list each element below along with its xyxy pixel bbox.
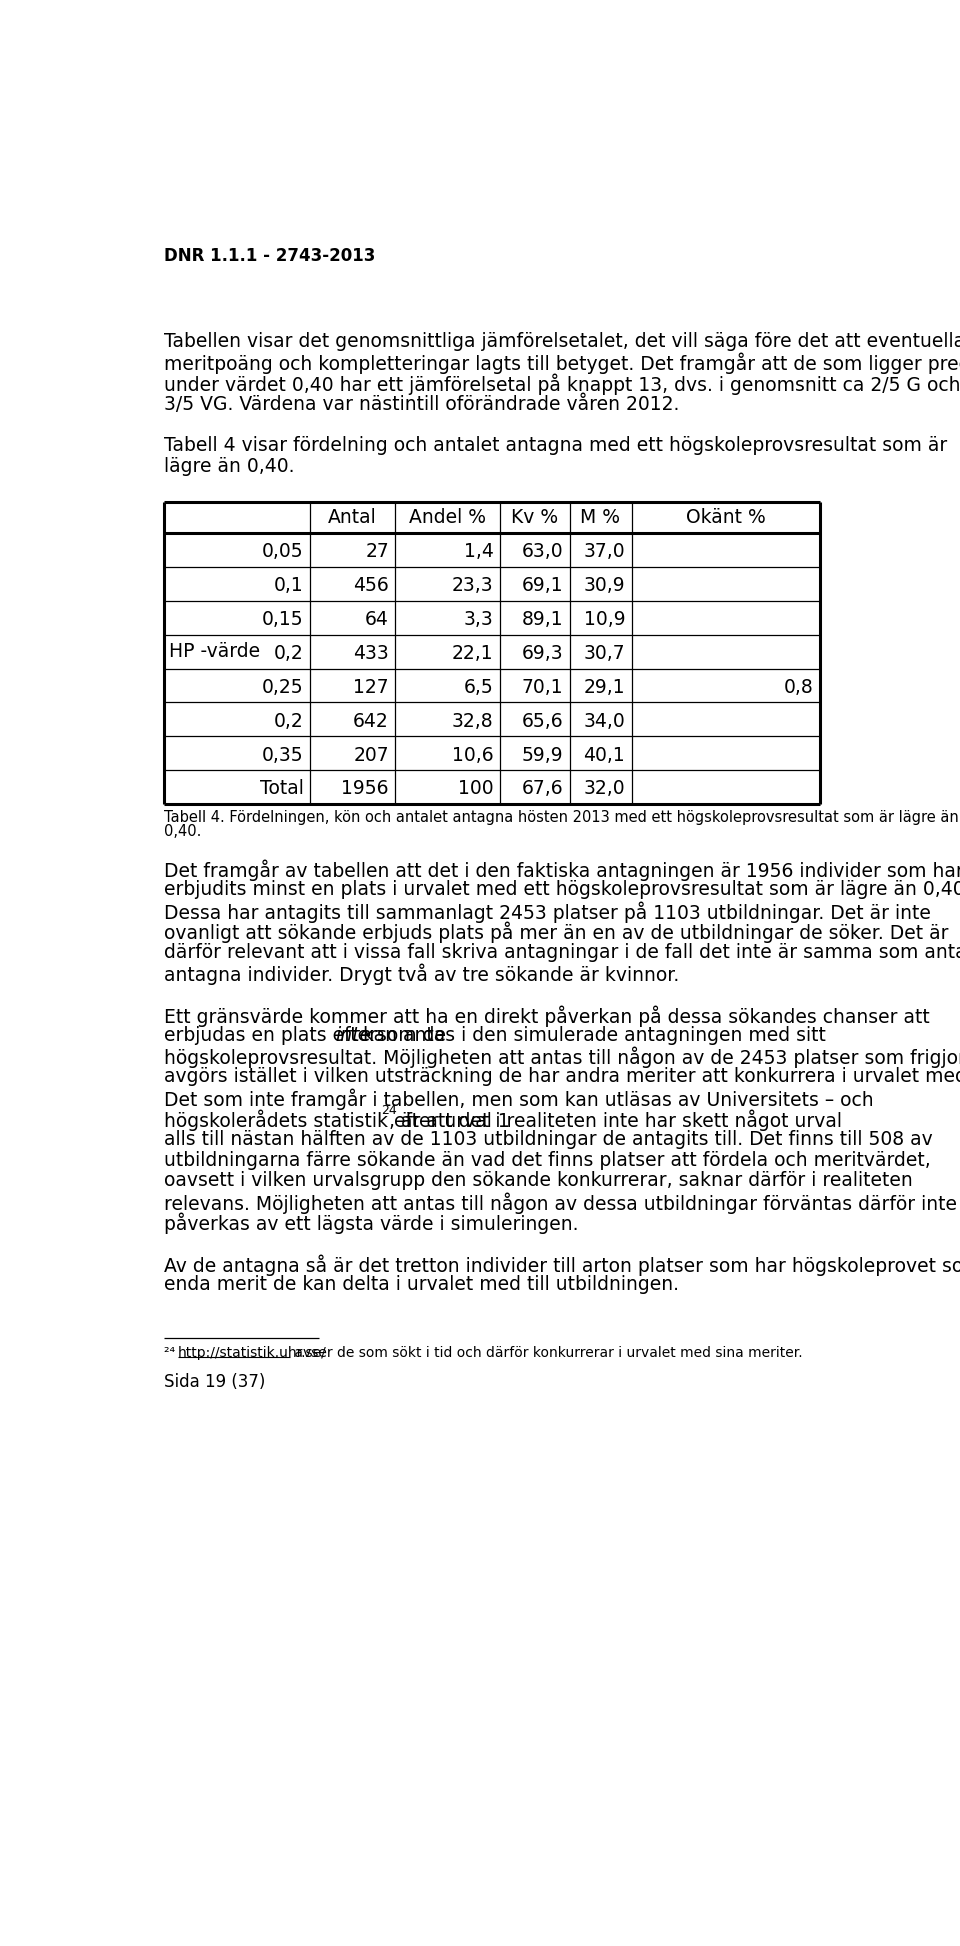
Text: 10,9: 10,9 xyxy=(584,609,625,629)
Text: 6,5: 6,5 xyxy=(464,677,493,697)
Text: relevans. Möjligheten att antas till någon av dessa utbildningar förväntas därfö: relevans. Möjligheten att antas till någ… xyxy=(164,1193,957,1214)
Text: 24: 24 xyxy=(380,1103,396,1117)
Text: 0,15: 0,15 xyxy=(262,609,303,629)
Text: erbjudits minst en plats i urvalet med ett högskoleprovsresultat som är lägre än: erbjudits minst en plats i urvalet med e… xyxy=(164,880,960,899)
Text: 32,0: 32,0 xyxy=(584,780,625,798)
Text: 64: 64 xyxy=(365,609,389,629)
Text: 69,1: 69,1 xyxy=(521,576,564,595)
Text: erbjudas en plats eftersom de: erbjudas en plats eftersom de xyxy=(164,1026,452,1045)
Text: 0,05: 0,05 xyxy=(262,543,303,560)
Text: 0,35: 0,35 xyxy=(262,745,303,765)
Text: 127: 127 xyxy=(353,677,389,697)
Text: antagna individer. Drygt två av tre sökande är kvinnor.: antagna individer. Drygt två av tre söka… xyxy=(164,963,680,985)
Text: 1,4: 1,4 xyxy=(464,543,493,560)
Text: 1956: 1956 xyxy=(342,780,389,798)
Text: Det framgår av tabellen att det i den faktiska antagningen är 1956 individer som: Det framgår av tabellen att det i den fa… xyxy=(164,860,960,882)
Text: Andel %: Andel % xyxy=(409,508,486,527)
Text: därför relevant att i vissa fall skriva antagningar i de fall det inte är samma : därför relevant att i vissa fall skriva … xyxy=(164,942,960,961)
Text: 67,6: 67,6 xyxy=(521,780,564,798)
Text: 0,40.: 0,40. xyxy=(164,823,202,839)
Text: 34,0: 34,0 xyxy=(584,712,625,730)
Text: 29,1: 29,1 xyxy=(584,677,625,697)
Text: utbildningarna färre sökande än vad det finns platser att fördela och meritvärde: utbildningarna färre sökande än vad det … xyxy=(164,1150,931,1170)
Text: 10,6: 10,6 xyxy=(452,745,493,765)
Text: Tabell 4. Fördelningen, kön och antalet antagna hösten 2013 med ett högskoleprov: Tabell 4. Fördelningen, kön och antalet … xyxy=(164,810,959,825)
Text: högskolerådets statistik efter urval 1: högskolerådets statistik efter urval 1 xyxy=(164,1109,510,1131)
Text: Antal: Antal xyxy=(328,508,377,527)
Text: ²⁴: ²⁴ xyxy=(164,1347,180,1360)
Text: 3,3: 3,3 xyxy=(464,609,493,629)
Text: Tabellen visar det genomsnittliga jämförelsetalet, det vill säga före det att ev: Tabellen visar det genomsnittliga jämför… xyxy=(164,333,960,350)
Text: 69,3: 69,3 xyxy=(521,644,564,664)
Text: avser de som sökt i tid och därför konkurrerar i urvalet med sina meriter.: avser de som sökt i tid och därför konku… xyxy=(290,1347,803,1360)
Text: 37,0: 37,0 xyxy=(584,543,625,560)
Text: 40,1: 40,1 xyxy=(584,745,625,765)
Text: 63,0: 63,0 xyxy=(521,543,564,560)
Text: 23,3: 23,3 xyxy=(452,576,493,595)
Text: påverkas av ett lägsta värde i simuleringen.: påverkas av ett lägsta värde i simulerin… xyxy=(164,1212,579,1234)
Text: under värdet 0,40 har ett jämförelsetal på knappt 13, dvs. i genomsnitt ca 2/5 G: under värdet 0,40 har ett jämförelsetal … xyxy=(164,374,960,395)
Text: Det som inte framgår i tabellen, men som kan utläsas av Universitets – och: Det som inte framgår i tabellen, men som… xyxy=(164,1088,874,1109)
Text: 30,9: 30,9 xyxy=(584,576,625,595)
Text: enda merit de kan delta i urvalet med till utbildningen.: enda merit de kan delta i urvalet med ti… xyxy=(164,1275,679,1294)
Text: Ett gränsvärde kommer att ha en direkt påverkan på dessa sökandes chanser att: Ett gränsvärde kommer att ha en direkt p… xyxy=(164,1004,930,1027)
Text: 30,7: 30,7 xyxy=(584,644,625,664)
Text: HP -värde: HP -värde xyxy=(169,642,260,662)
Text: , är att det i realiteten inte har skett något urval: , är att det i realiteten inte har skett… xyxy=(389,1109,842,1131)
Text: alls till nästan hälften av de 1103 utbildningar de antagits till. Det finns til: alls till nästan hälften av de 1103 utbi… xyxy=(164,1131,933,1148)
Text: 22,1: 22,1 xyxy=(452,644,493,664)
Text: Okänt %: Okänt % xyxy=(685,508,765,527)
Text: ovanligt att sökande erbjuds plats på mer än en av de utbildningar de söker. Det: ovanligt att sökande erbjuds plats på me… xyxy=(164,922,948,944)
Text: högskoleprovsresultat. Möjligheten att antas till någon av de 2453 platser som f: högskoleprovsresultat. Möjligheten att a… xyxy=(164,1047,960,1068)
Text: M %: M % xyxy=(581,508,620,527)
Text: inte: inte xyxy=(335,1026,372,1045)
Text: 70,1: 70,1 xyxy=(521,677,564,697)
Text: 89,1: 89,1 xyxy=(521,609,564,629)
Text: Kv %: Kv % xyxy=(511,508,558,527)
Text: 27: 27 xyxy=(365,543,389,560)
Text: http://statistik.uhr.se/: http://statistik.uhr.se/ xyxy=(179,1347,326,1360)
Text: 32,8: 32,8 xyxy=(452,712,493,730)
Text: 3/5 VG. Värdena var nästintill oförändrade våren 2012.: 3/5 VG. Värdena var nästintill oförändra… xyxy=(164,395,680,414)
Text: Total: Total xyxy=(260,780,303,798)
Text: 0,8: 0,8 xyxy=(784,677,814,697)
Text: 207: 207 xyxy=(353,745,389,765)
Text: Tabell 4 visar fördelning och antalet antagna med ett högskoleprovsresultat som : Tabell 4 visar fördelning och antalet an… xyxy=(164,436,948,455)
Text: Av de antagna så är det tretton individer till arton platser som har högskolepro: Av de antagna så är det tretton individe… xyxy=(164,1255,960,1277)
Text: DNR 1.1.1 - 2743-2013: DNR 1.1.1 - 2743-2013 xyxy=(164,247,375,265)
Text: lägre än 0,40.: lägre än 0,40. xyxy=(164,457,295,477)
Text: 59,9: 59,9 xyxy=(521,745,564,765)
Text: 0,1: 0,1 xyxy=(274,576,303,595)
Text: 642: 642 xyxy=(353,712,389,730)
Text: 0,25: 0,25 xyxy=(262,677,303,697)
Text: 0,2: 0,2 xyxy=(274,712,303,730)
Text: 0,2: 0,2 xyxy=(274,644,303,664)
Text: 456: 456 xyxy=(353,576,389,595)
Text: 433: 433 xyxy=(353,644,389,664)
Text: 100: 100 xyxy=(458,780,493,798)
Text: kan antas i den simulerade antagningen med sitt: kan antas i den simulerade antagningen m… xyxy=(357,1026,826,1045)
Text: Sida 19 (37): Sida 19 (37) xyxy=(164,1374,266,1391)
Text: meritpoäng och kompletteringar lagts till betyget. Det framgår att de som ligger: meritpoäng och kompletteringar lagts til… xyxy=(164,352,960,374)
Text: avgörs istället i vilken utsträckning de har andra meriter att konkurrera i urva: avgörs istället i vilken utsträckning de… xyxy=(164,1068,960,1086)
Text: oavsett i vilken urvalsgrupp den sökande konkurrerar, saknar därför i realiteten: oavsett i vilken urvalsgrupp den sökande… xyxy=(164,1171,913,1191)
Text: 65,6: 65,6 xyxy=(521,712,564,730)
Text: Dessa har antagits till sammanlagt 2453 platser på 1103 utbildningar. Det är int: Dessa har antagits till sammanlagt 2453 … xyxy=(164,901,931,922)
